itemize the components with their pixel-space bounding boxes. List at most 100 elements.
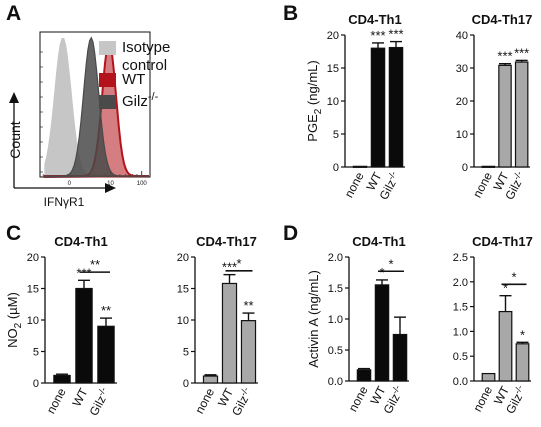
chart-title: CD4-Th17 (472, 234, 533, 249)
y-tick-label: 15 (27, 284, 39, 296)
y-tick-label: 10 (27, 315, 39, 327)
y-tick-label: 20 (27, 252, 39, 264)
y-tick-label: 5 (33, 347, 39, 359)
legend-swatch (99, 41, 116, 55)
y-tick-label: 5 (333, 129, 339, 141)
y-tick-label: 0 (33, 378, 39, 390)
panel-letter-c: C (6, 222, 22, 245)
x-tick-label: none (346, 384, 371, 414)
chart-title: CD4-Th1 (352, 234, 405, 249)
x-tick-label: none (44, 386, 69, 416)
bar-chart-1: CD4-Th1 0 5 10 15 20 *** *** (327, 12, 405, 174)
y-tick-label: 0.5 (328, 345, 343, 357)
svg-text:Activin A (ng/mL): Activin A (ng/mL) (306, 270, 321, 368)
x-tick-label: none (342, 170, 367, 200)
y-tick-label: 0 (183, 378, 189, 390)
x-tick-label: 10 (107, 181, 114, 187)
arrow-head-up (9, 92, 19, 103)
x-tick-label: 100 (137, 181, 148, 187)
y-axis-label: NO2 (µM) (5, 292, 24, 348)
y-tick-label: 40 (456, 30, 468, 42)
bracket-stars: ** (90, 257, 100, 272)
panel-letter-b: B (283, 2, 299, 25)
y-tick-label: 20 (327, 30, 339, 42)
bar-none (202, 375, 219, 384)
y-tick-label: 5 (183, 347, 189, 359)
y-tick-label: 30 (456, 63, 468, 75)
svg-text:none: none (346, 384, 371, 414)
y-axis-label: PGE2 (ng/mL) (305, 60, 324, 141)
significance-stars: *** (222, 260, 237, 275)
significance-stars: *** (388, 27, 403, 42)
significance-stars: ** (101, 303, 111, 318)
y-tick-label: 1.0 (453, 326, 468, 338)
panel-letter-d: D (283, 222, 299, 245)
significance-stars: ** (243, 298, 253, 313)
histogram-gilz (44, 36, 150, 178)
bar-Gilz-/- (514, 61, 529, 168)
y-tick-label: 0.0 (453, 376, 468, 388)
x-tick-label: Gilz-/- (502, 383, 529, 416)
bar-Gilz-/- (392, 333, 408, 382)
bar-Gilz-/- (515, 343, 530, 382)
chart-title: CD4-Th1 (54, 234, 107, 249)
x-axis-label: IFNγR1 (44, 195, 85, 209)
arrow-head-right (105, 183, 116, 193)
svg-text:none: none (44, 386, 69, 416)
y-tick-label: 2.5 (453, 252, 468, 264)
significance-stars: * (379, 265, 384, 280)
bar-none (481, 372, 496, 382)
svg-text:Gilz-/-: Gilz-/- (86, 385, 113, 418)
svg-text:none: none (342, 170, 367, 200)
svg-text:none: none (192, 386, 217, 416)
legend-swatch (99, 95, 116, 109)
bar-none (352, 165, 368, 168)
bar-chart-2: CD4-Th17 0 10 20 30 40 *** *** (456, 12, 533, 174)
chart-title: CD4-Th1 (348, 12, 401, 27)
y-tick-label: 10 (327, 96, 339, 108)
y-tick-label: 0.0 (328, 376, 343, 388)
bar-chart-5: CD4-Th1 0.0 0.5 1.0 1.5 2.0 * * (328, 234, 409, 388)
svg-text:Gilz-/-: Gilz-/- (502, 383, 529, 416)
x-tick-label: none (192, 386, 217, 416)
y-tick-label: 20 (177, 252, 189, 264)
bar-none (356, 369, 372, 382)
bar-none (481, 165, 496, 168)
significance-stars: * (503, 281, 508, 296)
x-tick-label: WT (70, 385, 91, 409)
y-tick-label: 1.5 (453, 302, 468, 314)
y-axis-label: Count (7, 121, 23, 158)
x-tick-label: Gilz-/- (229, 385, 251, 418)
y-tick-label: 0.5 (453, 351, 468, 363)
x-tick-label: Gilz-/- (86, 385, 113, 418)
bar-WT (370, 47, 386, 168)
y-axis-label: Activin A (ng/mL) (306, 270, 321, 368)
bracket-stars: * (236, 256, 241, 271)
y-tick-label: 15 (177, 284, 189, 296)
y-tick-label: 2.0 (328, 252, 343, 264)
svg-text:NO2 (µM): NO2 (µM) (5, 292, 24, 348)
significance-stars: *** (370, 28, 385, 43)
bar-WT (374, 284, 390, 382)
bar-Gilz-/- (240, 320, 257, 384)
y-tick-label: 2.0 (453, 277, 468, 289)
panel-letter-a: A (6, 2, 22, 25)
svg-text:WT: WT (70, 385, 91, 409)
y-tick-label: 0 (333, 162, 339, 174)
bar-Gilz-/- (388, 46, 404, 168)
significance-stars: *** (497, 49, 512, 64)
y-tick-label: 0 (462, 162, 468, 174)
y-tick-label: 15 (327, 63, 339, 75)
x-tick-label: 0 (68, 181, 72, 187)
y-tick-label: 1.0 (328, 314, 343, 326)
bar-WT (498, 310, 513, 382)
significance-stars: *** (514, 45, 529, 60)
chart-title: CD4-Th17 (196, 234, 257, 249)
y-tick-label: 10 (177, 315, 189, 327)
bar-none (53, 374, 71, 384)
bar-WT (498, 64, 512, 168)
